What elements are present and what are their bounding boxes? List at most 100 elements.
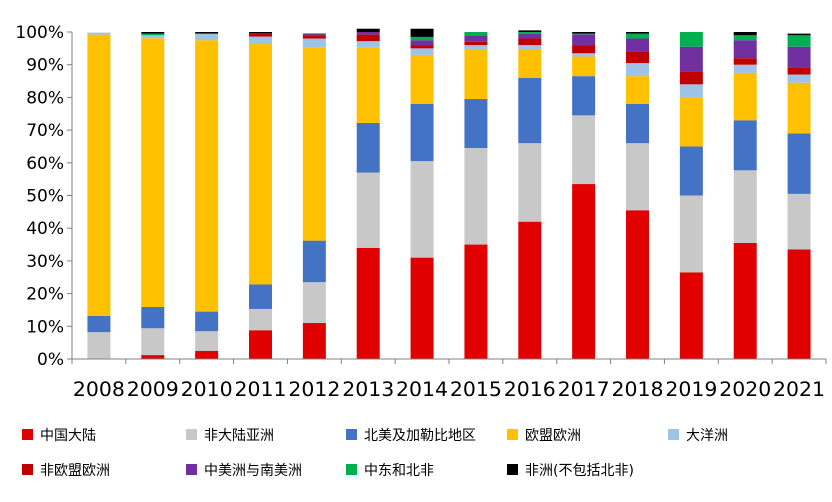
bar-segment-2018-s5: [626, 51, 649, 64]
bar-segment-2013-s8: [356, 28, 380, 32]
bar-segment-2021-s5: [787, 67, 811, 75]
bar-segment-2011-s0: [249, 330, 272, 359]
bar-segment-2010-s1: [195, 331, 219, 351]
x-tick-label: 2011: [235, 378, 287, 401]
bar-segment-2008-s3: [87, 34, 111, 316]
bar-segment-2016-s2: [518, 77, 542, 144]
bar-segment-2019-s4: [679, 84, 703, 98]
bar-segment-2020-s5: [733, 58, 757, 65]
bar-segment-2013-s2: [356, 122, 380, 173]
bar-segment-2016-s6: [518, 33, 542, 39]
bar-segment-2009-s7: [141, 33, 165, 36]
bar-segment-2015-s1: [464, 148, 488, 245]
legend-swatch-4: [668, 429, 679, 440]
bar-segment-2010-s3: [195, 40, 219, 312]
bar-segment-2014-s6: [410, 40, 434, 46]
bar-segment-2019-s2: [679, 146, 703, 196]
bar-segment-2019-s3: [679, 97, 703, 147]
bar-segment-2019-s7: [679, 32, 703, 47]
bar-segment-2014-s8: [410, 28, 434, 37]
bar-segment-2012-s0: [302, 323, 326, 359]
bar-segment-2013-s5: [356, 34, 380, 42]
bar-segment-2011-s4: [249, 36, 272, 45]
y-tick-label: 40%: [26, 219, 64, 239]
bar-segment-2015-s5: [464, 41, 488, 46]
bar-segment-2011-s3: [249, 44, 272, 285]
bar-segment-2014-s0: [410, 257, 434, 359]
y-tick-label: 80%: [26, 88, 64, 108]
y-tick-label: 50%: [26, 187, 64, 207]
bar-segment-2020-s3: [733, 72, 757, 121]
x-tick-label: 2008: [73, 378, 125, 401]
bar-segment-2009-s3: [141, 38, 165, 308]
bar-segment-2012-s6: [302, 34, 326, 36]
bar-segment-2018-s0: [626, 210, 649, 359]
bar-segment-2019-s0: [679, 272, 703, 359]
bar-segment-2021-s2: [787, 133, 811, 194]
y-tick-label: 60%: [26, 154, 64, 174]
legend-swatch-2: [346, 429, 357, 440]
bar-segment-2021-s7: [787, 35, 811, 47]
y-tick-label: 0%: [37, 350, 64, 370]
bar-segment-2010-s0: [195, 350, 219, 359]
bar-segment-2013-s0: [356, 247, 380, 359]
y-tick-label: 100%: [15, 23, 64, 43]
bar-segment-2019-s5: [679, 71, 703, 85]
bar-segment-2011-s1: [249, 308, 272, 331]
bar-segment-2017-s6: [572, 34, 596, 46]
y-tick-label: 10%: [26, 317, 64, 337]
axes-layer: 0% 10% 20% 30% 40% 50% 60% 70% 80% 90% 100% 2008 200…: [15, 23, 827, 401]
x-tick-label: 2009: [127, 378, 179, 401]
bar-segment-2021-s1: [787, 193, 811, 250]
bar-segment-2018-s3: [626, 76, 649, 104]
bar-segment-2014-s2: [410, 103, 434, 162]
bar-segment-2015-s3: [464, 49, 488, 100]
bar-segment-2017-s5: [572, 45, 596, 54]
bar-segment-2014-s5: [410, 45, 434, 49]
bar-segment-2015-s2: [464, 99, 488, 149]
bar-segment-2021-s4: [787, 74, 811, 83]
bar-segment-2018-s1: [626, 143, 649, 211]
bar-segment-2008-s2: [87, 315, 111, 333]
bar-segment-2012-s4: [302, 38, 326, 48]
legend-swatch-0: [22, 429, 33, 440]
bar-segment-2015-s7: [464, 32, 488, 36]
bar-segment-2017-s8: [572, 32, 596, 34]
bar-segment-2020-s7: [733, 35, 757, 41]
bar-segment-2012-s3: [302, 47, 326, 241]
x-tick-label: 2017: [558, 378, 610, 401]
legend-label: 非洲(不包括北非): [525, 463, 634, 479]
bar-segment-2008-s1: [87, 332, 111, 359]
x-tick-label: 2015: [450, 378, 502, 401]
legend-swatch-8: [507, 464, 518, 475]
x-tick-label: 2013: [342, 378, 394, 401]
bar-segment-2013-s3: [356, 47, 380, 123]
bar-segment-2010-s8: [195, 32, 219, 34]
bar-segment-2019-s6: [679, 46, 703, 72]
legend-swatch-6: [186, 464, 197, 475]
bar-segment-2012-s1: [302, 282, 326, 324]
bar-segment-2017-s0: [572, 184, 596, 359]
bar-segment-2020-s2: [733, 120, 757, 171]
y-tick-label: 70%: [26, 121, 64, 141]
legend-label: 非大陆亚洲: [204, 428, 274, 444]
bar-segment-2020-s6: [733, 40, 757, 59]
bar-segment-2009-s0: [141, 355, 165, 359]
bar-segment-2016-s4: [518, 45, 542, 50]
bar-segment-2016-s7: [518, 32, 542, 34]
legend-swatch-5: [22, 464, 33, 475]
bar-segment-2021-s0: [787, 249, 811, 359]
bar-segment-2017-s4: [572, 53, 596, 57]
bar-segment-2013-s6: [356, 32, 380, 35]
bar-segment-2018-s7: [626, 33, 649, 39]
y-tick-label: 20%: [26, 285, 64, 305]
bar-segment-2020-s1: [733, 170, 757, 243]
y-tick-label: 90%: [26, 56, 64, 76]
legend-swatch-1: [186, 429, 197, 440]
bar-segment-2020-s4: [733, 64, 757, 73]
x-tick-label: 2019: [665, 378, 717, 401]
bar-segment-2018-s4: [626, 63, 649, 77]
bar-segment-2014-s7: [410, 36, 434, 41]
